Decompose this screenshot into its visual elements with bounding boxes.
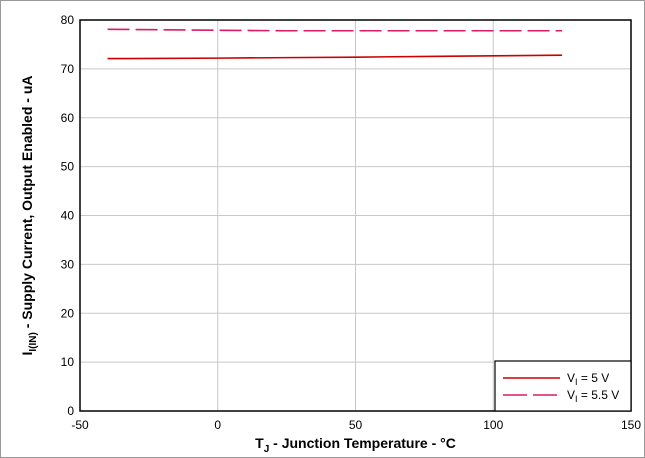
y-tick-label-40: 40 (61, 209, 75, 223)
legend-label-vi-5v-rest: = 5 V (578, 371, 610, 385)
legend-box (494, 360, 632, 412)
legend: VI = 5 V VI = 5.5 V (494, 360, 632, 412)
legend-label-vi-5v-subscript: I (575, 377, 578, 387)
x-axis-title: TJ - Junction Temperature - °C (255, 435, 456, 455)
x-tick-label-neg50: -50 (71, 418, 89, 432)
series-line-vi-5-5v (107, 28, 563, 32)
y-tick-label-30: 30 (61, 257, 75, 271)
y-axis-title-main: I (19, 352, 35, 356)
legend-label-vi-5-5v-main: V (567, 388, 575, 402)
x-axis-title-rest: - Junction Temperature - °C (269, 435, 456, 451)
legend-label-vi-5-5v-subscript: I (575, 394, 578, 404)
series-layer (107, 28, 563, 60)
x-tick-label-50: 50 (349, 418, 363, 432)
y-tick-label-70: 70 (61, 62, 75, 76)
x-tick-label-100: 100 (483, 418, 503, 432)
legend-label-vi-5v: VI = 5 V (567, 371, 609, 387)
legend-label-vi-5v-main: V (567, 371, 575, 385)
series-line-vi-5v (107, 54, 563, 60)
plot-area-border (79, 19, 632, 412)
legend-label-vi-5-5v: VI = 5.5 V (567, 388, 619, 404)
grid (80, 20, 631, 411)
y-tick-label-10: 10 (61, 355, 75, 369)
y-axis-title-rest: - Supply Current, Output Enabled - uA (19, 76, 35, 333)
y-tick-label-80: 80 (61, 13, 75, 27)
x-axis-title-main: T (255, 435, 264, 451)
y-tick-label-20: 20 (61, 306, 75, 320)
x-axis-title-subscript: J (264, 444, 270, 455)
x-tick-label-0: 0 (214, 418, 221, 432)
y-axis-title-subscript: I(IN) (28, 332, 39, 351)
y-tick-label-50: 50 (61, 160, 75, 174)
y-tick-label-0: 0 (67, 404, 74, 418)
legend-label-vi-5-5v-rest: = 5.5 V (578, 388, 620, 402)
y-tick-label-60: 60 (61, 111, 75, 125)
x-tick-label-150: 150 (621, 418, 641, 432)
y-axis-title: II(IN) - Supply Current, Output Enabled … (19, 76, 39, 356)
